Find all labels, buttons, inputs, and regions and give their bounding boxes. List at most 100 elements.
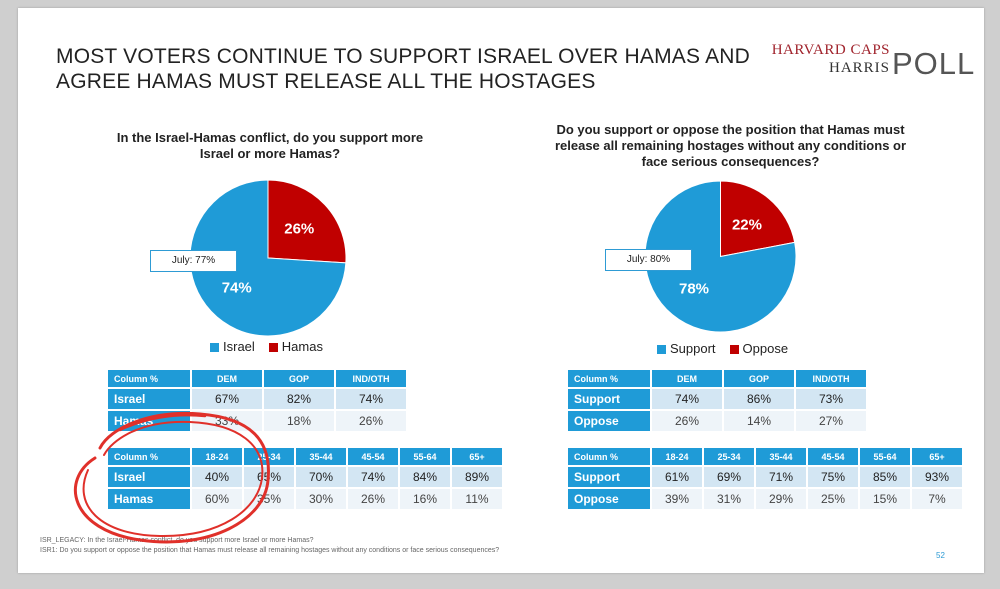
- table-column-header: 45-54: [808, 448, 858, 465]
- question-right: Do you support or oppose the position th…: [554, 122, 907, 169]
- table-cell: 33%: [192, 411, 262, 431]
- pie-value-label-israel: 74%: [222, 279, 252, 296]
- table-cell: 84%: [400, 467, 450, 487]
- table-row: Hamas 60% 35% 30% 26% 16% 11%: [108, 489, 502, 509]
- table-column-header: GOP: [264, 370, 334, 387]
- table-cell: 73%: [796, 389, 866, 409]
- title-line-2: AGREE HAMAS MUST RELEASE ALL THE HOSTAGE…: [56, 70, 596, 93]
- table-row-label: Oppose: [568, 411, 650, 431]
- table-row: Support 74% 86% 73%: [568, 389, 866, 409]
- table-row-label: Israel: [108, 389, 190, 409]
- table-column-header: 35-44: [296, 448, 346, 465]
- table-row: Oppose 26% 14% 27%: [568, 411, 866, 431]
- pie-value-label-hamas: 26%: [284, 221, 314, 238]
- logo-line-2: HARRIS: [828, 60, 890, 76]
- table-cell: 67%: [192, 389, 262, 409]
- table-column-header: 25-34: [704, 448, 754, 465]
- table-cell: 89%: [452, 467, 502, 487]
- pie-chart-left: 26% 74%: [189, 179, 347, 337]
- table-cell: 25%: [808, 489, 858, 509]
- table-header-row: Column % DEM GOP IND/OTH: [108, 370, 406, 387]
- legend-label-oppose: Oppose: [742, 341, 789, 356]
- table-cell: 14%: [724, 411, 794, 431]
- july-annotation-right: July: 80%: [605, 249, 692, 271]
- logo-line-1: HARVARD CAPS: [771, 42, 890, 58]
- table-column-header: 25-34: [244, 448, 294, 465]
- table-row: Israel 67% 82% 74%: [108, 389, 406, 409]
- table-cell: 93%: [912, 467, 962, 487]
- table-column-header: GOP: [724, 370, 794, 387]
- table-cell: 75%: [808, 467, 858, 487]
- pie-chart-right: 22% 78%: [644, 180, 797, 333]
- table-party-left: Column % DEM GOP IND/OTH Israel 67% 82% 74% Hama…: [106, 368, 408, 433]
- table-cell: 26%: [348, 489, 398, 509]
- table-cell: 82%: [264, 389, 334, 409]
- table-corner-label: Column %: [568, 448, 650, 465]
- table-column-header: IND/OTH: [336, 370, 406, 387]
- table-cell: 74%: [336, 389, 406, 409]
- table-row: Oppose 39% 31% 29% 25% 15% 7%: [568, 489, 962, 509]
- legend-swatch-israel: [210, 343, 219, 352]
- table-cell: 29%: [756, 489, 806, 509]
- legend-swatch-support: [657, 345, 666, 354]
- table-column-header: 45-54: [348, 448, 398, 465]
- table-column-header: DEM: [192, 370, 262, 387]
- table-age-left: Column % 18-24 25-34 35-44 45-54 55-64 65+ Isra…: [106, 446, 504, 511]
- legend-item-hamas: Hamas: [268, 339, 323, 354]
- table-row-label: Israel: [108, 467, 190, 487]
- table-column-header: 65+: [452, 448, 502, 465]
- logo: HARVARD CAPS HARRIS POLL: [768, 42, 975, 82]
- table-cell: 61%: [652, 467, 702, 487]
- table-cell: 40%: [192, 467, 242, 487]
- table-header-row: Column % 18-24 25-34 35-44 45-54 55-64 65+: [108, 448, 502, 465]
- table-cell: 85%: [860, 467, 910, 487]
- legend-right: Support Oppose: [657, 341, 788, 356]
- legend-item-israel: Israel: [210, 339, 255, 354]
- title-line-1: MOST VOTERS CONTINUE TO SUPPORT ISRAEL O…: [56, 45, 751, 68]
- table-cell: 65%: [244, 467, 294, 487]
- table-column-header: 35-44: [756, 448, 806, 465]
- table-cell: 30%: [296, 489, 346, 509]
- table-column-header: 55-64: [860, 448, 910, 465]
- table-cell: 74%: [652, 389, 722, 409]
- table-cell: 16%: [400, 489, 450, 509]
- pie-value-label-support: 78%: [679, 280, 709, 297]
- table-cell: 15%: [860, 489, 910, 509]
- table-cell: 31%: [704, 489, 754, 509]
- legend-label-hamas: Hamas: [281, 339, 323, 354]
- legend-item-oppose: Oppose: [729, 341, 789, 356]
- table-cell: 26%: [336, 411, 406, 431]
- table-cell: 71%: [756, 467, 806, 487]
- table-header-row: Column % 18-24 25-34 35-44 45-54 55-64 65+: [568, 448, 962, 465]
- table-cell: 18%: [264, 411, 334, 431]
- table-row-label: Hamas: [108, 489, 190, 509]
- table-row: Support 61% 69% 71% 75% 85% 93%: [568, 467, 962, 487]
- table-column-header: 55-64: [400, 448, 450, 465]
- table-column-header: 65+: [912, 448, 962, 465]
- table-party-right: Column % DEM GOP IND/OTH Support 74% 86% 73% Opp…: [566, 368, 868, 433]
- footnote-1: ISR_LEGACY: In the Israel-Hamas conflict…: [40, 537, 314, 544]
- table-cell: 86%: [724, 389, 794, 409]
- legend-swatch-oppose: [729, 345, 739, 354]
- table-corner-label: Column %: [108, 370, 190, 387]
- pie-slice-support: [644, 180, 797, 333]
- table-row: Israel 40% 65% 70% 74% 84% 89%: [108, 467, 502, 487]
- footnotes: ISR_LEGACY: In the Israel-Hamas conflict…: [40, 536, 499, 556]
- page-number: 52: [936, 551, 945, 560]
- table-row: Hamas 33% 18% 26%: [108, 411, 406, 431]
- table-cell: 35%: [244, 489, 294, 509]
- legend-left: Israel Hamas: [210, 339, 323, 354]
- footnote-2: ISR1: Do you support or oppose the posit…: [40, 547, 500, 554]
- legend-label-support: Support: [670, 341, 716, 356]
- table-cell: 39%: [652, 489, 702, 509]
- legend-item-support: Support: [657, 341, 716, 356]
- table-column-header: 18-24: [652, 448, 702, 465]
- table-age-right: Column % 18-24 25-34 35-44 45-54 55-64 65+ Supp…: [566, 446, 964, 511]
- table-row-label: Oppose: [568, 489, 650, 509]
- legend-label-israel: Israel: [223, 339, 255, 354]
- pie-slice-israel: [189, 179, 347, 337]
- table-corner-label: Column %: [568, 370, 650, 387]
- question-left: In the Israel-Hamas conflict, do you sup…: [116, 130, 424, 161]
- table-cell: 26%: [652, 411, 722, 431]
- table-header-row: Column % DEM GOP IND/OTH: [568, 370, 866, 387]
